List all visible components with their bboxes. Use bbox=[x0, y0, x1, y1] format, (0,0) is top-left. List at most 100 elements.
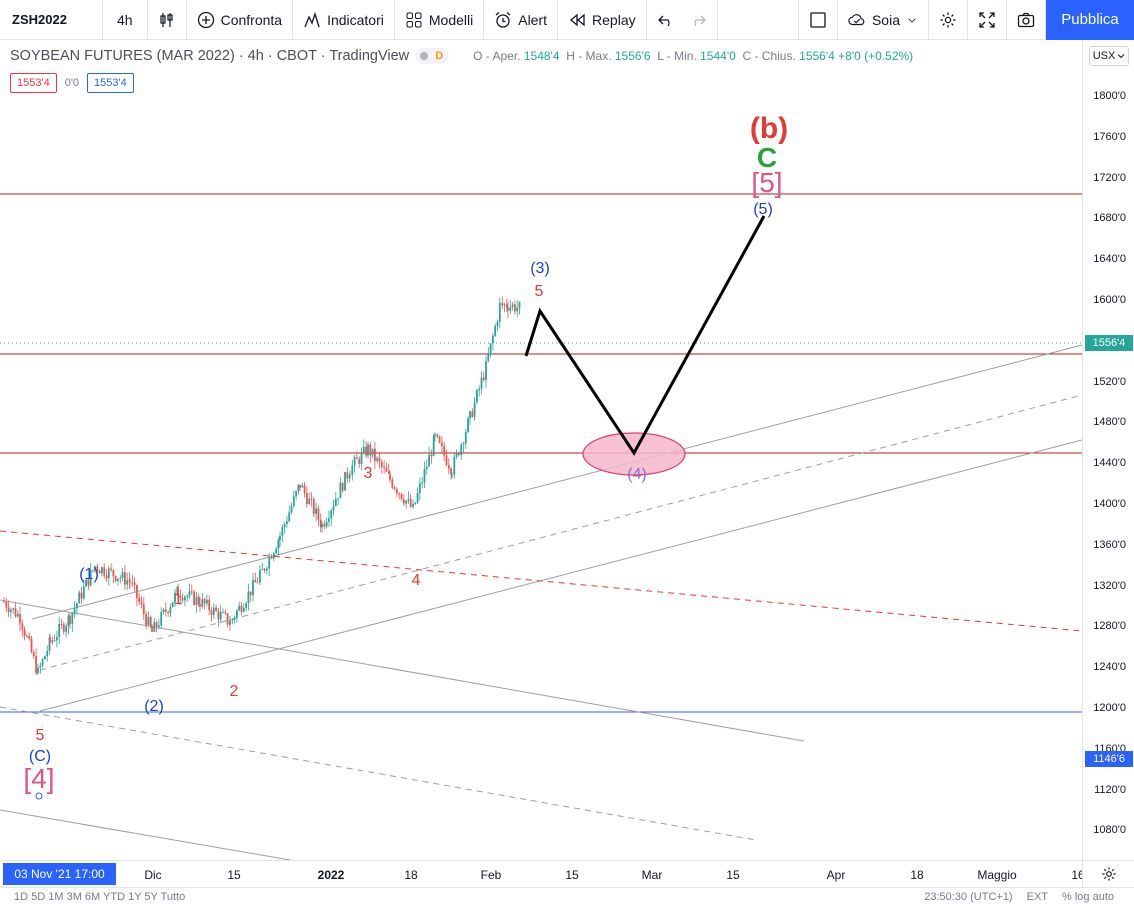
candle-body bbox=[136, 584, 138, 599]
templates-button[interactable]: Modelli bbox=[395, 0, 485, 40]
candle-body bbox=[23, 629, 26, 636]
candle-body bbox=[443, 445, 446, 456]
fullscreen-toggle-button[interactable] bbox=[797, 0, 838, 40]
chart-pane[interactable]: (b) C [5] (5) (3) 5 3 (1) 1 4 (2) 2 5 (C… bbox=[0, 40, 1082, 860]
price-axis[interactable]: USX 1800'0 1760'0 1720'0 1680'0 1640'0 1600'0… bbox=[1082, 40, 1134, 860]
candle-body bbox=[48, 637, 51, 651]
candle-body bbox=[503, 304, 506, 306]
candle-body bbox=[385, 467, 388, 472]
descending-channel-upper[interactable] bbox=[0, 599, 805, 742]
candle-body bbox=[332, 505, 335, 511]
price-tick: 1080'0 bbox=[1093, 824, 1126, 837]
candle-body bbox=[242, 608, 245, 612]
candle-body bbox=[179, 595, 182, 598]
redo-icon[interactable] bbox=[689, 11, 707, 29]
projection-path[interactable] bbox=[524, 215, 766, 456]
candle-body bbox=[445, 455, 448, 465]
candle-body bbox=[85, 579, 87, 587]
session-button[interactable]: EXT bbox=[1026, 890, 1049, 903]
candle-body bbox=[78, 592, 81, 604]
price-tick: 1520'0 bbox=[1093, 375, 1126, 388]
time-cursor-label: 03 Nov '21 17:00 bbox=[3, 863, 116, 885]
candle-body bbox=[430, 454, 433, 456]
alert-button[interactable]: Alert bbox=[484, 0, 559, 40]
candle-body bbox=[321, 523, 323, 528]
sell-button[interactable]: 1553'4 bbox=[10, 73, 57, 93]
candle-body bbox=[453, 456, 456, 475]
wave-label-3: 3 bbox=[364, 465, 373, 482]
publish-button[interactable]: Pubblica bbox=[1046, 0, 1134, 40]
candle-body bbox=[279, 535, 281, 540]
alarm-clock-icon bbox=[495, 11, 511, 28]
time-tick: 18 bbox=[404, 868, 418, 882]
compare-button[interactable]: Confronta bbox=[187, 0, 294, 40]
layout-button[interactable]: Soia bbox=[838, 0, 929, 40]
time-axis[interactable]: Dic 15 2022 18 Feb 15 Mar 15 Apr 18 Maggio 16 03 No… bbox=[0, 860, 1085, 887]
candle-body bbox=[365, 446, 367, 456]
candle-body bbox=[288, 512, 291, 522]
delay-badge[interactable]: D bbox=[415, 48, 450, 64]
candle-body bbox=[387, 471, 390, 474]
indicators-button[interactable]: Indicatori bbox=[293, 0, 395, 40]
descending-channel-mid[interactable] bbox=[0, 706, 757, 841]
legend-title[interactable]: SOYBEAN FUTURES (MAR 2022) · 4h · CBOT ·… bbox=[10, 48, 410, 64]
candle-body bbox=[171, 602, 174, 607]
range-buttons[interactable]: 1D 5D 1M 3M 6M YTD 1Y 5Y Tutto bbox=[14, 890, 186, 903]
candle-body bbox=[447, 464, 450, 469]
wave-label-b: (b) bbox=[750, 112, 788, 145]
middle-channel-line[interactable] bbox=[39, 394, 1082, 671]
anchor-point[interactable] bbox=[35, 792, 43, 800]
candle-body bbox=[341, 483, 344, 491]
candle-body bbox=[128, 580, 131, 582]
candle-body bbox=[256, 582, 259, 584]
expand-button[interactable] bbox=[968, 0, 1007, 40]
candle-body bbox=[16, 614, 19, 617]
red-dashed-trendline[interactable] bbox=[0, 530, 1082, 632]
buy-button[interactable]: 1553'4 bbox=[87, 73, 134, 93]
clock-readout[interactable]: 23:50:30 (UTC+1) bbox=[924, 890, 1013, 903]
lower-channel-line[interactable] bbox=[39, 439, 1082, 712]
settings-button[interactable] bbox=[929, 0, 968, 40]
price-tick: 1440'0 bbox=[1093, 457, 1126, 470]
wave-label-p5: (5) bbox=[753, 201, 773, 218]
currency-selector[interactable]: USX bbox=[1089, 46, 1129, 66]
interval-button[interactable]: 4h bbox=[103, 0, 148, 40]
candle-body bbox=[492, 335, 494, 344]
chart-canvas[interactable]: (b) C [5] (5) (3) 5 3 (1) 1 4 (2) 2 5 (C… bbox=[0, 40, 1082, 860]
plus-circle-icon bbox=[197, 11, 214, 28]
change-value: +8'0 (+0.52%) bbox=[838, 49, 914, 63]
replay-button[interactable]: Replay bbox=[558, 0, 647, 40]
candle-body bbox=[14, 608, 17, 617]
candle-body bbox=[21, 623, 24, 630]
chart-settings-button[interactable] bbox=[1082, 860, 1134, 887]
snapshot-button[interactable] bbox=[1007, 0, 1046, 40]
current-price-label: 1556'4 bbox=[1085, 335, 1133, 351]
candle-body bbox=[458, 452, 460, 455]
price-tick: 1400'0 bbox=[1093, 498, 1126, 510]
descending-channel-lower[interactable] bbox=[0, 809, 291, 860]
low-value: 1544'0 bbox=[700, 49, 736, 63]
candle-body bbox=[349, 474, 351, 476]
candle-body bbox=[301, 485, 304, 488]
candle-body bbox=[432, 435, 435, 456]
candle-body bbox=[229, 620, 231, 625]
wave-label-4: 4 bbox=[412, 572, 421, 589]
candle-body bbox=[142, 604, 145, 615]
candle-body bbox=[378, 457, 381, 462]
upper-channel-line[interactable] bbox=[31, 344, 1082, 620]
candle-body bbox=[409, 498, 412, 507]
candle-body bbox=[507, 307, 509, 311]
candle-body bbox=[353, 457, 356, 466]
wave-label-2: 2 bbox=[230, 683, 239, 700]
candle-body bbox=[438, 436, 441, 443]
candle-body bbox=[49, 637, 51, 643]
candle-body bbox=[511, 304, 514, 307]
candle-body bbox=[405, 500, 407, 504]
undo-icon[interactable] bbox=[657, 11, 675, 29]
wave-label-5-top: 5 bbox=[535, 283, 544, 300]
chart-type-button[interactable] bbox=[148, 0, 187, 40]
symbol-search-button[interactable]: ZSH2022 bbox=[0, 0, 103, 40]
candle-body bbox=[469, 411, 471, 419]
scale-buttons[interactable]: % log auto bbox=[1062, 890, 1114, 903]
candle-body bbox=[358, 458, 361, 464]
